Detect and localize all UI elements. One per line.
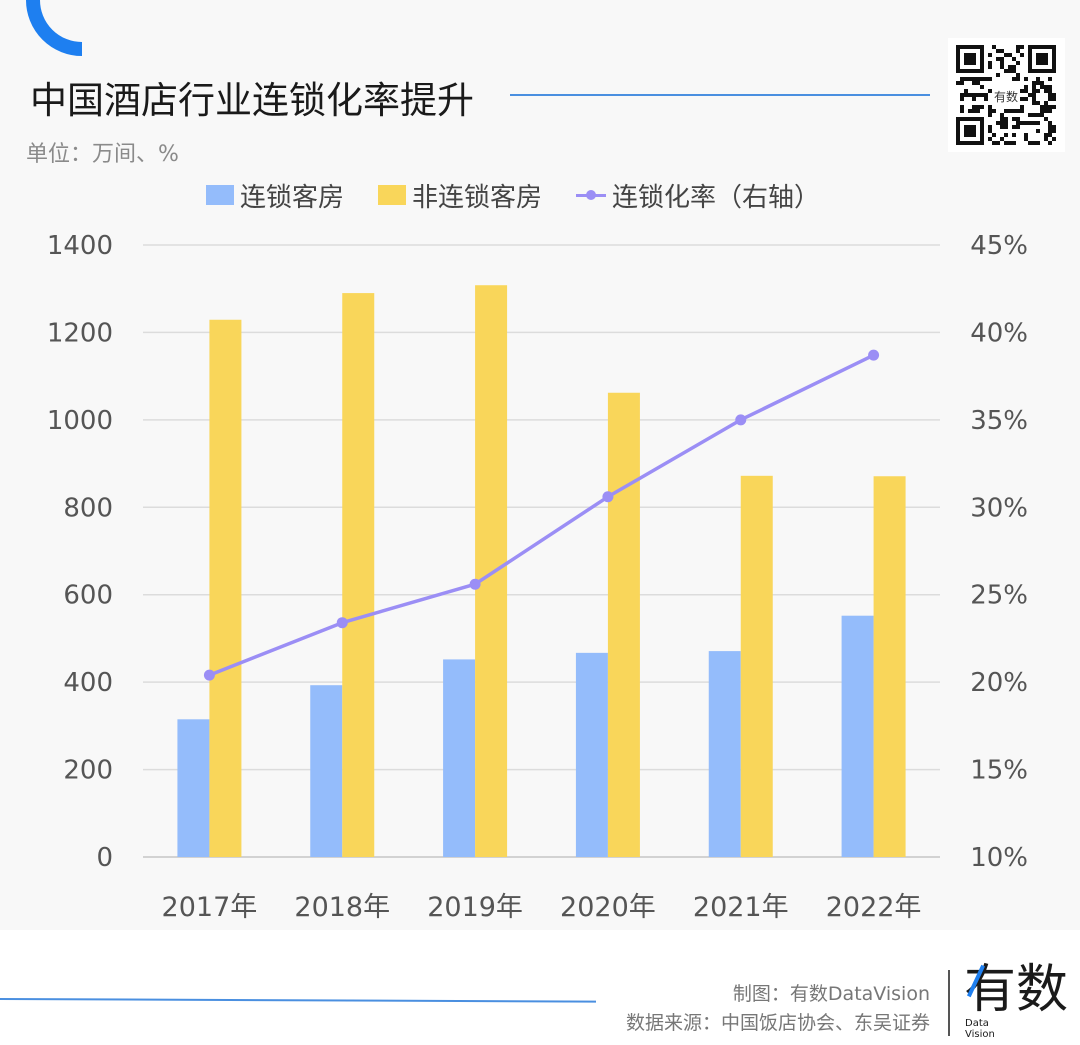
legend-item-chain-rooms: 连锁客房 xyxy=(206,177,344,214)
bar-chain-rooms xyxy=(443,659,476,857)
y-tick-label-right: 15% xyxy=(970,756,1028,786)
x-tick-label: 2018年 xyxy=(294,892,390,923)
legend-swatch-chain-rooms xyxy=(206,185,234,205)
legend-label: 非连锁客房 xyxy=(412,182,543,213)
point-chain-rate xyxy=(469,578,481,590)
x-tick-label: 2021年 xyxy=(693,892,789,923)
legend-item-chain-rate: 连锁化率（右轴） xyxy=(576,177,820,214)
y-tick-label-left: 1200 xyxy=(47,318,113,348)
y-tick-label-right: 35% xyxy=(970,406,1028,436)
y-tick-label-left: 600 xyxy=(63,581,113,611)
bar-non-chain-rooms xyxy=(873,476,906,857)
y-tick-label-left: 200 xyxy=(63,756,113,786)
bar-chain-rooms xyxy=(575,652,608,857)
credit-text: 制图：有数DataVision xyxy=(732,983,930,1005)
legend-swatch-non-chain-rooms xyxy=(378,185,407,205)
bar-chain-rooms xyxy=(310,685,343,857)
source-text: 数据来源：中国饭店协会、东吴证券 xyxy=(625,1012,930,1034)
point-chain-rate xyxy=(602,491,614,503)
credit-block: 制图：有数DataVision 数据来源：中国饭店协会、东吴证券 xyxy=(626,980,930,1038)
point-chain-rate xyxy=(336,617,348,629)
y-tick-label-left: 1400 xyxy=(47,231,113,261)
qr-center-logo: 有数 xyxy=(994,89,1018,104)
bar-non-chain-rooms xyxy=(607,392,640,857)
y-tick-label-right: 20% xyxy=(970,668,1028,698)
point-chain-rate xyxy=(203,669,215,681)
y-tick-label-right: 45% xyxy=(970,231,1028,261)
logo-subtext-data: Data xyxy=(965,1018,989,1029)
page-title: 中国酒店行业连锁化率提升 xyxy=(30,79,474,122)
bar-non-chain-rooms xyxy=(740,475,773,857)
x-tick-label: 2022年 xyxy=(826,892,922,923)
title-divider xyxy=(510,94,930,96)
bar-non-chain-rooms xyxy=(342,293,375,858)
line-chain-rate xyxy=(208,353,875,677)
y-tick-label-right: 30% xyxy=(970,493,1028,523)
unit-label: 单位：万间、% xyxy=(26,142,179,167)
bar-chain-rooms xyxy=(708,651,741,857)
x-tick-label: 2019年 xyxy=(427,892,523,923)
legend: 连锁客房 非连锁客房 连锁化率（右轴） xyxy=(206,177,854,214)
bar-chain-rooms xyxy=(841,615,874,857)
chart: 0 200 400 600 800 1000 1200 1400 10% 15% 20% 25% 30%… xyxy=(47,231,1028,923)
brand-logo: 有数 Data Vision xyxy=(962,958,1068,1043)
y-tick-label-right: 40% xyxy=(970,318,1028,348)
point-chain-rate xyxy=(735,414,747,426)
qr-code[interactable]: 有数 xyxy=(948,38,1065,152)
legend-item-non-chain-rooms: 非连锁客房 xyxy=(378,177,542,214)
y-tick-label-left: 1000 xyxy=(47,406,113,436)
footer-vertical-divider xyxy=(948,970,950,1036)
bar-non-chain-rooms xyxy=(209,319,242,857)
y-tick-label-right: 10% xyxy=(970,843,1028,873)
legend-label: 连锁化率（右轴） xyxy=(612,182,821,213)
y-tick-label-left: 400 xyxy=(63,668,113,698)
y-tick-label-left: 800 xyxy=(63,493,113,523)
y-tick-label-left: 0 xyxy=(96,843,113,873)
bar-non-chain-rooms xyxy=(475,285,508,857)
footer-divider-line xyxy=(0,998,596,1003)
point-chain-rate xyxy=(868,349,880,361)
legend-swatch-chain-rate xyxy=(576,184,607,206)
logo-subtext-vision: Vision xyxy=(965,1029,995,1040)
decorative-arc-icon xyxy=(26,0,83,56)
x-tick-label: 2017年 xyxy=(162,892,258,923)
legend-label: 连锁客房 xyxy=(240,182,345,213)
qr-code-icon: 有数 xyxy=(956,45,1056,145)
bar-chain-rooms xyxy=(177,719,210,857)
x-tick-label: 2020年 xyxy=(560,892,656,923)
y-tick-label-right: 25% xyxy=(970,581,1028,611)
logo-subtext: Data Vision xyxy=(965,1018,995,1040)
